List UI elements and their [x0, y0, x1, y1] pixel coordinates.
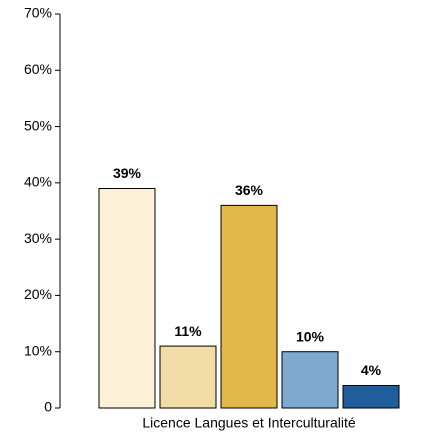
y-tick-label: 70% [24, 5, 52, 21]
y-tick-label: 50% [24, 117, 52, 133]
value-label: 39% [113, 165, 142, 181]
value-label: 10% [296, 328, 325, 344]
bar [220, 204, 278, 409]
y-tick-label: 60% [24, 61, 52, 77]
bar [281, 351, 339, 409]
bar [342, 384, 400, 409]
x-tick-label: Licence Langues et Interculturalité [142, 415, 355, 431]
value-label: 11% [174, 323, 202, 339]
bar [98, 187, 156, 409]
y-tick-label: 40% [24, 174, 52, 190]
y-tick-label: 0 [44, 399, 52, 415]
bar [159, 345, 217, 409]
y-tick-label: 20% [24, 286, 52, 302]
value-label: 36% [235, 182, 264, 198]
value-label: 4% [361, 362, 382, 378]
y-tick-label: 10% [24, 342, 52, 358]
y-tick-label: 30% [24, 230, 52, 246]
